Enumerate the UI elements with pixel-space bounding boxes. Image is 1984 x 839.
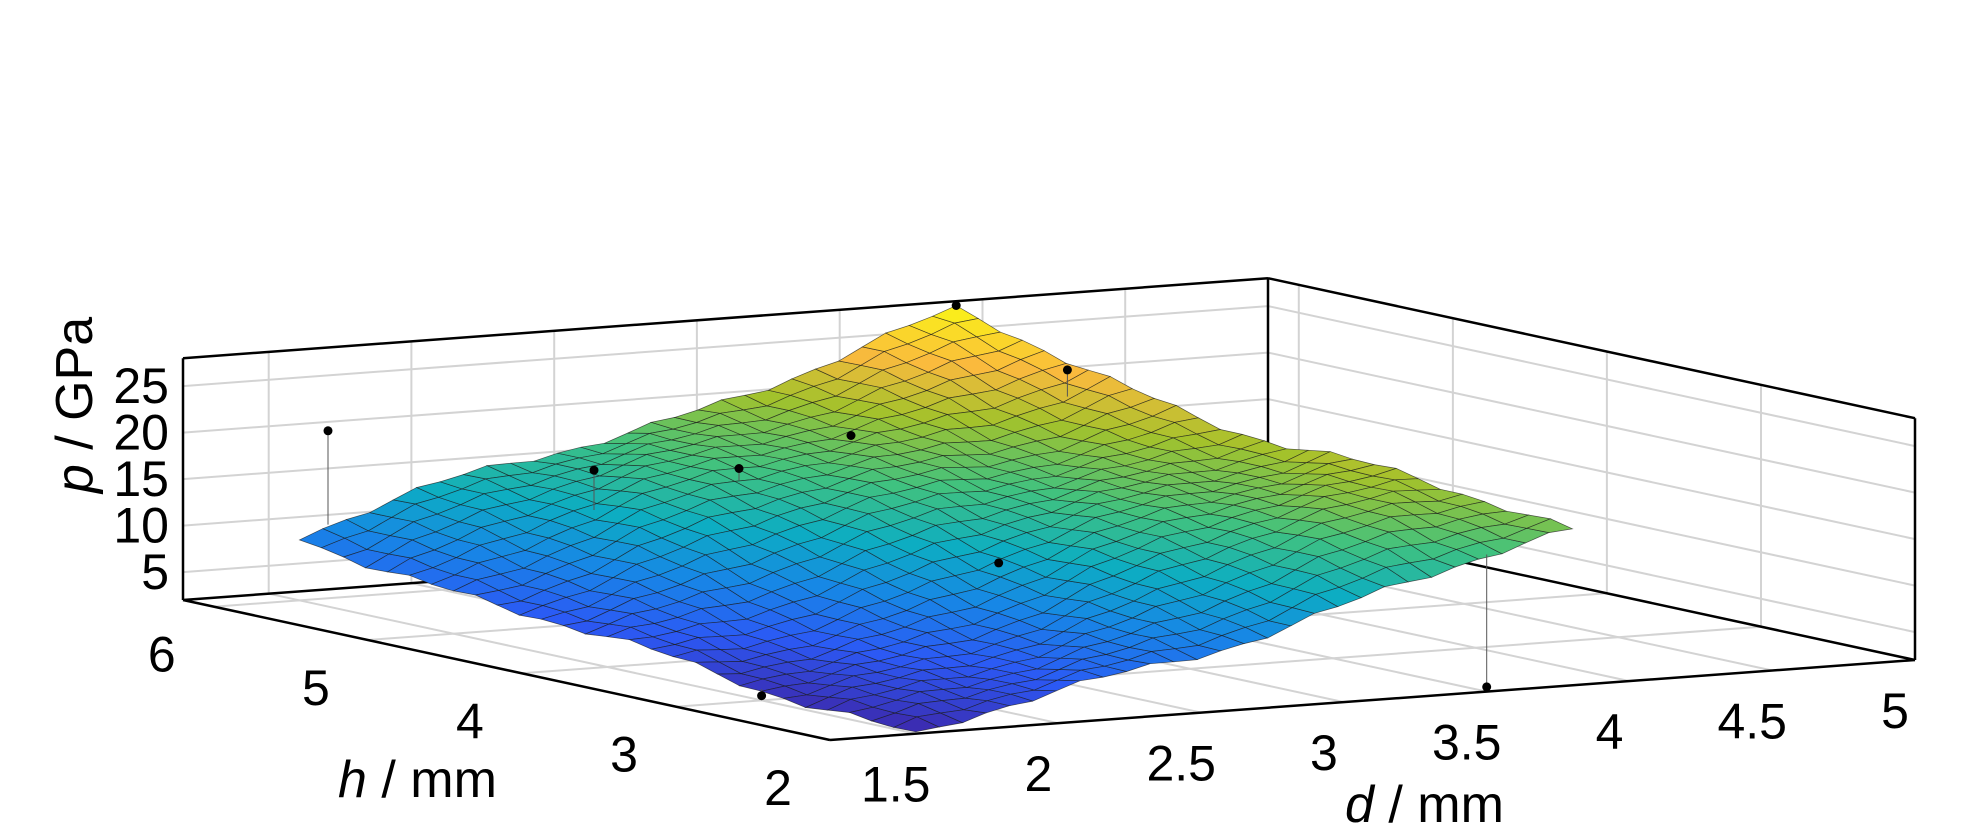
- x-axis-var: d: [1345, 776, 1376, 834]
- x-tick-label: 2.5: [1146, 736, 1216, 792]
- data-point: [323, 426, 333, 436]
- x-tick-label: 3.5: [1432, 715, 1502, 771]
- z-tick-label: 25: [113, 358, 169, 414]
- data-point: [1482, 682, 1492, 692]
- z-tick-label: 10: [113, 498, 169, 554]
- frame-edge: [829, 658, 1916, 742]
- data-point: [994, 558, 1004, 568]
- grid-line: [1267, 351, 1916, 494]
- x-tick-label: 1.5: [861, 757, 931, 813]
- y-tick-label: 3: [610, 727, 638, 783]
- y-tick-label: 5: [302, 660, 330, 716]
- grid-line: [1267, 398, 1916, 541]
- x-tick-label: 3: [1310, 725, 1338, 781]
- z-tick-label: 15: [113, 451, 169, 507]
- z-axis-var: p: [46, 464, 104, 495]
- grid-line: [182, 305, 1269, 388]
- y-axis-var: h: [338, 751, 367, 809]
- frame-edge: [182, 598, 831, 742]
- grid-line: [268, 592, 916, 735]
- data-point: [589, 465, 599, 475]
- x-tick-labels: 1.5 2 2.5 3 3.5 4 4.5 5: [861, 683, 1909, 813]
- y-tick-labels: 2 3 4 5 6: [148, 627, 792, 816]
- data-point: [734, 464, 744, 473]
- x-axis-unit: / mm: [1374, 776, 1504, 834]
- x-tick-label: 2: [1024, 746, 1052, 802]
- y-tick-label: 2: [764, 760, 792, 816]
- y-tick-label: 6: [148, 627, 176, 683]
- data-point: [951, 301, 961, 310]
- x-tick-label: 4.5: [1717, 694, 1787, 750]
- y-tick-label: 4: [456, 693, 484, 749]
- data-point: [1062, 365, 1072, 375]
- x-tick-label: 5: [1881, 683, 1909, 739]
- x-axis-label: d / mm: [1345, 776, 1504, 834]
- frame-edge: [1267, 276, 1916, 420]
- y-axis-label: h / mm: [338, 751, 497, 809]
- data-point: [757, 691, 767, 701]
- frame-edge: [182, 276, 1269, 360]
- z-axis-unit: / GPa: [46, 317, 104, 464]
- x-tick-label: 4: [1596, 704, 1624, 760]
- z-tick-label: 20: [113, 405, 169, 461]
- data-point: [846, 431, 856, 440]
- grid-line: [182, 351, 1269, 434]
- y-axis-unit: / mm: [367, 751, 497, 809]
- data-points: [323, 301, 1492, 701]
- grid-line: [1267, 305, 1916, 448]
- surface-mesh: [298, 305, 1574, 733]
- surface-patch: [1525, 518, 1574, 533]
- z-tick-label: 5: [141, 544, 169, 600]
- z-axis-label: p / GPa: [46, 317, 104, 495]
